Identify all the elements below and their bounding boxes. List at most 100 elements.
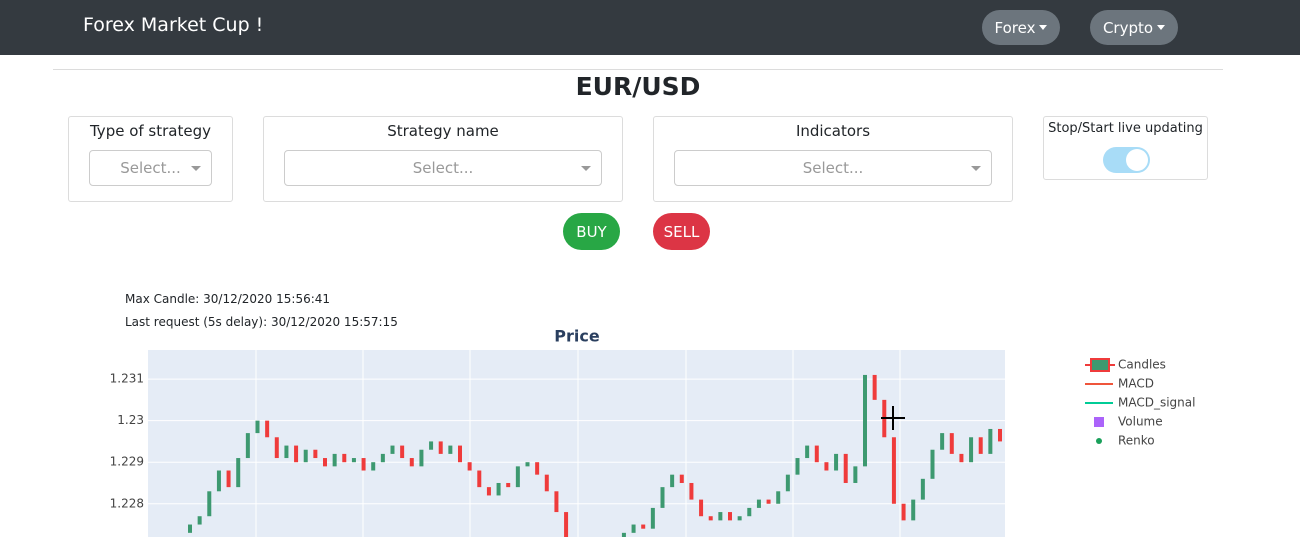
candle [207, 491, 212, 517]
dropdown[interactable]: Select... [284, 150, 602, 186]
toggle-label: Stop/Start live updating [1048, 121, 1203, 136]
filter-panel: Indicators Select... [653, 116, 1013, 202]
candle [679, 474, 684, 483]
candle [891, 437, 896, 504]
candle [689, 482, 694, 500]
candle [805, 445, 810, 459]
candle [998, 428, 1002, 442]
candle [756, 499, 761, 508]
candle [650, 507, 655, 529]
legend-swatch [1090, 358, 1110, 372]
candle [236, 458, 241, 488]
candle [380, 453, 385, 463]
candle [323, 458, 327, 467]
menu-crypto[interactable]: Crypto [1090, 10, 1178, 45]
candle [409, 458, 414, 467]
candle [766, 499, 771, 504]
candle [554, 491, 559, 513]
sell-button[interactable]: SELL [653, 213, 710, 250]
chart-title: Price [554, 327, 600, 346]
candle [911, 499, 916, 521]
candle [969, 437, 974, 463]
filter-panel: Strategy name Select... [263, 116, 623, 202]
candle [641, 524, 646, 529]
x-grid [255, 350, 901, 537]
candle [245, 433, 250, 459]
candle [544, 474, 549, 492]
y-tick-label: 1.229 [110, 455, 144, 469]
menu-forex[interactable]: Forex [982, 10, 1060, 45]
page-title: EUR/USD [575, 72, 701, 101]
brand[interactable]: Forex Market Cup ! [83, 14, 264, 36]
filter-label: Indicators [795, 122, 871, 140]
candle [255, 420, 260, 434]
crosshair-cursor [881, 406, 905, 430]
navbar [0, 0, 1300, 55]
candle [506, 482, 511, 488]
y-grid [148, 378, 1005, 505]
plot-area [148, 350, 1005, 537]
candle [515, 466, 520, 488]
candle [853, 466, 858, 483]
legend-swatch [1094, 417, 1104, 427]
candle [477, 470, 482, 488]
candle [525, 462, 530, 467]
candle [660, 487, 665, 508]
legend-swatch [1096, 438, 1102, 444]
candle [342, 453, 347, 463]
dropdown[interactable]: Select... [89, 150, 212, 186]
candle [737, 516, 742, 521]
candle [708, 516, 713, 521]
candle [834, 453, 839, 471]
legend-label: Candles [1118, 358, 1166, 372]
legend: Candles MACD MACD_signal Volume Renko [1085, 358, 1195, 448]
filter-label: Type of strategy [89, 122, 211, 140]
candle [197, 516, 202, 525]
candle [188, 524, 192, 533]
candle [390, 445, 395, 454]
info-text: Last request (5s delay): 30/12/2020 15:5… [125, 315, 398, 329]
candle [621, 532, 626, 537]
candle [670, 474, 675, 488]
candle [265, 420, 270, 438]
candle [284, 445, 289, 459]
y-tick-label: 1.228 [110, 496, 144, 510]
candle [785, 474, 790, 492]
divider [53, 69, 1223, 70]
candle [959, 453, 964, 463]
toggle-switch[interactable] [1103, 147, 1150, 173]
candle [361, 458, 366, 471]
candle [535, 462, 540, 475]
y-tick-label: 1.231 [110, 372, 144, 386]
candle [631, 524, 636, 533]
candle [429, 441, 434, 450]
candle [824, 462, 829, 471]
legend-label: MACD [1118, 377, 1154, 391]
candle [564, 512, 569, 537]
candle [930, 449, 935, 479]
y-tick-label: 1.23 [117, 413, 144, 427]
candle [458, 445, 462, 463]
candle [718, 512, 723, 521]
buy-button[interactable]: BUY [563, 213, 620, 250]
candle [438, 441, 443, 454]
filter-panel: Type of strategy Select... [68, 116, 233, 202]
candle [226, 470, 231, 488]
candle [371, 462, 376, 471]
legend-label: Volume [1118, 415, 1163, 429]
info-text: Max Candle: 30/12/2020 15:56:41 [125, 292, 331, 306]
candle [294, 445, 299, 463]
dropdown[interactable]: Select... [674, 150, 992, 186]
candle [863, 374, 867, 467]
filter-label: Strategy name [387, 122, 499, 140]
toggle-knob [1126, 149, 1148, 171]
candle [776, 491, 781, 504]
candle [901, 503, 906, 521]
candle [814, 445, 819, 463]
candle [747, 507, 752, 517]
candle [699, 499, 704, 517]
candle [988, 428, 993, 454]
candle [496, 482, 501, 496]
